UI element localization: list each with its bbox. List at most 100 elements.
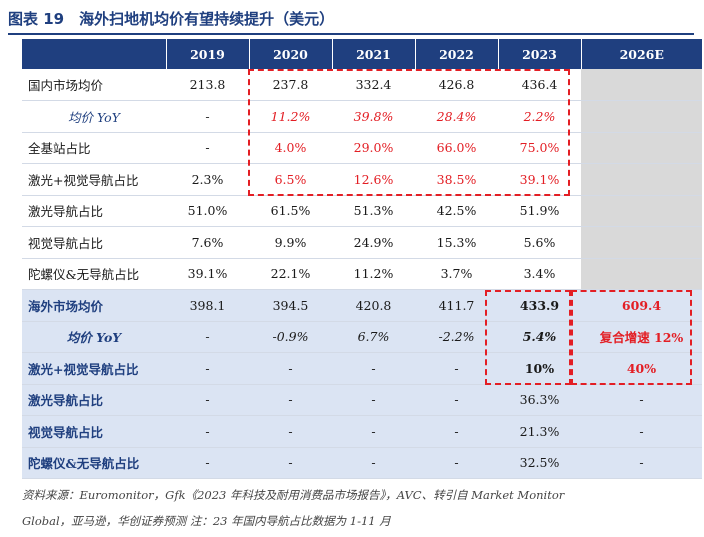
table-cell: 411.7 [415, 289, 498, 322]
table-row: 激光导航占比 - - - - 36.3% - [22, 384, 702, 416]
table-cell: 213.8 [166, 69, 249, 101]
table-cell: - [415, 384, 498, 416]
table-cell: - [166, 415, 249, 448]
table-cell: 51.9% [498, 195, 581, 227]
table-row: 国内市场均价 213.8 237.8 332.4 426.8 436.4 [22, 69, 702, 101]
table-cell: - [249, 352, 332, 385]
table-row: 均价 YoY - 11.2% 39.8% 28.4% 2.2% [22, 100, 702, 133]
table-cell: - [332, 415, 415, 448]
table-cell: 4.0% [249, 132, 332, 164]
table-cell: 21.3% [498, 415, 581, 448]
table-cell: - [332, 447, 415, 479]
table-row: 海外市场均价 398.1 394.5 420.8 411.7 433.9 609… [22, 289, 702, 322]
table-row: 陀螺仪&无导航占比 39.1% 22.1% 11.2% 3.7% 3.4% [22, 258, 702, 290]
table-cell: 6.5% [249, 163, 332, 196]
table-cell: 32.5% [498, 447, 581, 479]
table-cell: 39.8% [332, 100, 415, 133]
header-cell [22, 39, 167, 69]
table-row: 激光+视觉导航占比 2.3% 6.5% 12.6% 38.5% 39.1% [22, 163, 702, 196]
header-row: 2019 2020 2021 2022 2023 2026E [22, 39, 702, 69]
price-table: 2019 2020 2021 2022 2023 2026E 国内市场均价 21… [22, 39, 702, 479]
table-cell: 15.3% [415, 226, 498, 259]
table-row: 视觉导航占比 - - - - 21.3% - [22, 415, 702, 448]
row-label: 均价 YoY [22, 100, 166, 133]
row-label: 陀螺仪&无导航占比 [22, 447, 166, 479]
table-row: 全基站占比 - 4.0% 29.0% 66.0% 75.0% [22, 132, 702, 164]
table-cell: 3.4% [498, 258, 581, 290]
row-label: 激光导航占比 [22, 384, 166, 416]
table-cell: - [332, 352, 415, 385]
title-rule [8, 33, 694, 35]
blank-cell [581, 163, 702, 196]
table-cell: 36.3% [498, 384, 581, 416]
table-cell: 394.5 [249, 289, 332, 322]
blank-cell [581, 226, 702, 259]
header-cell: 2021 [332, 39, 416, 69]
table-cell: 332.4 [332, 69, 415, 101]
table-cell: 426.8 [415, 69, 498, 101]
row-label: 全基站占比 [22, 132, 166, 164]
blank-cell [581, 195, 702, 227]
table-cell: 39.1% [498, 163, 581, 196]
table-cell: - [166, 447, 249, 479]
table-cell: - [581, 447, 702, 479]
table-cell: - [581, 415, 702, 448]
source-note-line1: 资料来源：Euromonitor，Gfk《2023 年科技及耐用消费品市场报告》… [22, 488, 565, 502]
table-cell: 11.2% [249, 100, 332, 133]
table-cell: - [581, 384, 702, 416]
table-cell: 复合增速 12% [581, 321, 702, 353]
table-cell: 436.4 [498, 69, 581, 101]
header-cell: 2023 [498, 39, 582, 69]
source-note-line2: Global，亚马逊，华创证券预测 注：23 年国内导航占比数据为 1-11 月 [22, 514, 391, 528]
table-cell: 5.6% [498, 226, 581, 259]
table-cell: 51.3% [332, 195, 415, 227]
table-cell: 24.9% [332, 226, 415, 259]
table-cell: - [166, 321, 249, 353]
table-cell: -0.9% [249, 321, 332, 353]
table-cell: - [166, 132, 249, 164]
table-cell: 38.5% [415, 163, 498, 196]
table-cell: 39.1% [166, 258, 249, 290]
table-cell: -2.2% [415, 321, 498, 353]
header-cell: 2020 [249, 39, 333, 69]
table-cell: 9.9% [249, 226, 332, 259]
table-cell: 42.5% [415, 195, 498, 227]
table-cell: 22.1% [249, 258, 332, 290]
table-cell: 5.4% [498, 321, 581, 353]
table-cell: - [166, 352, 249, 385]
table-row: 视觉导航占比 7.6% 9.9% 24.9% 15.3% 5.6% [22, 226, 702, 259]
table-cell: 75.0% [498, 132, 581, 164]
blank-cell [581, 258, 702, 290]
table-row: 陀螺仪&无导航占比 - - - - 32.5% - [22, 447, 702, 479]
row-label: 海外市场均价 [22, 289, 166, 322]
table-row: 激光导航占比 51.0% 61.5% 51.3% 42.5% 51.9% [22, 195, 702, 227]
table-cell: 40% [581, 352, 702, 385]
table-cell: - [415, 447, 498, 479]
row-label: 陀螺仪&无导航占比 [22, 258, 166, 290]
table-cell: - [249, 384, 332, 416]
row-label: 国内市场均价 [22, 69, 166, 101]
table-row: 激光+视觉导航占比 - - - - 10% 40% [22, 352, 702, 385]
table-cell: 420.8 [332, 289, 415, 322]
table-cell: 3.7% [415, 258, 498, 290]
blank-cell [581, 132, 702, 164]
table-cell: 28.4% [415, 100, 498, 133]
table-cell: - [249, 447, 332, 479]
row-label: 视觉导航占比 [22, 415, 166, 448]
table-cell: 2.3% [166, 163, 249, 196]
figure-title: 图表 19 海外扫地机均价有望持续提升（美元） [8, 10, 335, 28]
table-cell: 398.1 [166, 289, 249, 322]
table-cell: 61.5% [249, 195, 332, 227]
table-cell: 66.0% [415, 132, 498, 164]
table-cell: 6.7% [332, 321, 415, 353]
table-cell: - [249, 415, 332, 448]
table-cell: 29.0% [332, 132, 415, 164]
table-cell: - [166, 100, 249, 133]
table-cell: - [166, 384, 249, 416]
table-cell: 609.4 [581, 289, 702, 322]
header-cell: 2019 [166, 39, 250, 69]
blank-cell [581, 69, 702, 101]
table-cell: 10% [498, 352, 581, 385]
table-cell: 433.9 [498, 289, 581, 322]
table-cell: - [332, 384, 415, 416]
